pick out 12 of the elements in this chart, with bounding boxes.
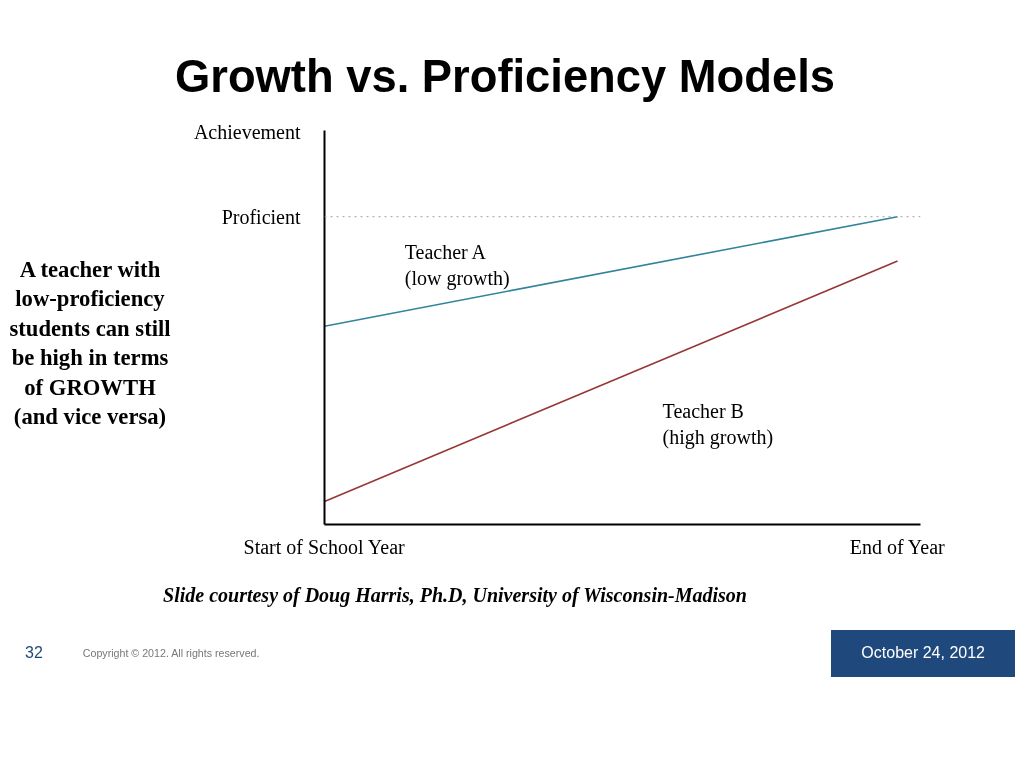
text: Copyright © 2012. All rights reserved.	[82, 645, 260, 661]
ref-line-label: Proficient	[221, 205, 301, 228]
text: October 24, 2012	[831, 630, 1015, 677]
annotation: A teacher with low-proficiency students can still be high in terms of GROWTH (and vice versa)	[8, 256, 172, 432]
y-axis-title: Achievement	[193, 120, 301, 143]
series-label: Teacher A (low growth)	[404, 240, 510, 290]
text: Slide courtesy of Doug Harris, Ph.D, University of Wisconsin-Madison	[5, 575, 905, 616]
text: 32	[25, 643, 43, 663]
series-label: Teacher B (high growth)	[662, 399, 774, 449]
x-tick-label: End of Year	[849, 535, 946, 558]
x-tick-label: Start of School Year	[243, 535, 406, 558]
chart-title: Growth vs. Proficiency Models	[174, 50, 836, 104]
